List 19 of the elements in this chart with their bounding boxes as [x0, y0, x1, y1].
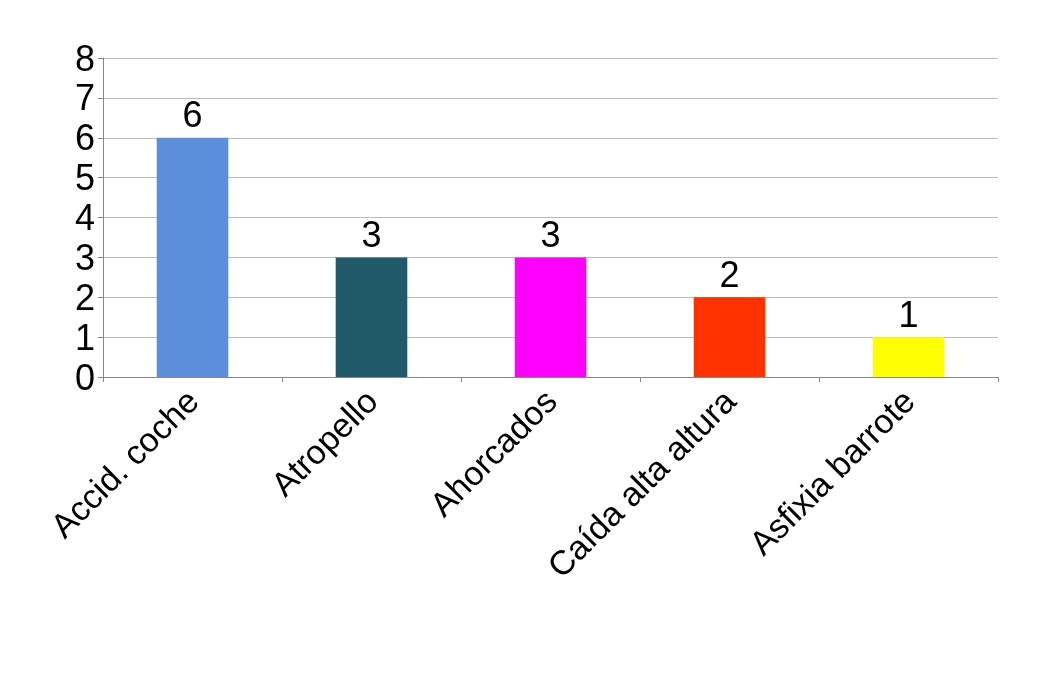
y-tick-label: 3	[74, 236, 95, 278]
y-tick-label: 2	[74, 276, 95, 318]
bar	[335, 257, 408, 377]
data-label: 3	[540, 213, 561, 255]
bar	[693, 297, 766, 377]
y-tick-label: 5	[74, 157, 95, 199]
y-tick-label: 7	[74, 77, 95, 119]
y-tick-label: 8	[74, 37, 95, 79]
data-label: 6	[182, 94, 203, 136]
bar	[156, 137, 229, 377]
data-label: 3	[361, 213, 382, 255]
bar	[514, 257, 587, 377]
y-tick-label: 0	[74, 356, 95, 398]
y-tick-label: 6	[74, 117, 95, 159]
y-tick-label: 1	[74, 316, 95, 358]
bar	[872, 337, 945, 377]
data-label: 2	[719, 253, 740, 295]
data-label: 1	[898, 293, 919, 335]
y-tick-label: 4	[74, 197, 95, 238]
